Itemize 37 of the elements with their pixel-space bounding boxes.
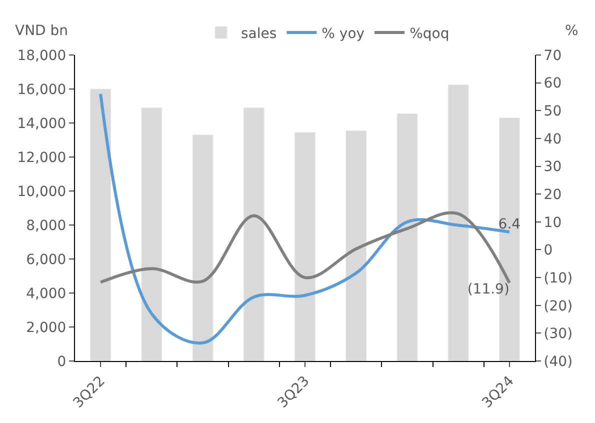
y2-tick-label: 70 xyxy=(544,48,562,64)
y2-tick-label: (10) xyxy=(544,270,573,286)
y-axis-title: VND bn xyxy=(15,23,68,39)
y-tick-label: 18,000 xyxy=(17,48,66,64)
bar xyxy=(294,132,316,361)
y-tick-label: 16,000 xyxy=(17,82,66,98)
y-tick-label: 4,000 xyxy=(26,286,66,302)
data-label: 6.4 xyxy=(498,216,521,232)
bar xyxy=(141,107,162,361)
y2-tick-label: 50 xyxy=(544,104,562,120)
y-tick-label: 10,000 xyxy=(17,184,66,200)
y-tick-label: 2,000 xyxy=(26,320,66,336)
y2-tick-label: 20 xyxy=(544,186,562,203)
bar xyxy=(346,130,367,361)
y2-tick-label: 40 xyxy=(544,131,562,148)
bar xyxy=(396,113,418,361)
legend-label: %qoq xyxy=(410,26,450,42)
bar xyxy=(243,107,264,361)
y-tick-label: 12,000 xyxy=(17,150,66,166)
y-tick-label: 6,000 xyxy=(26,252,66,268)
legend-label: % yoy xyxy=(322,26,365,42)
y2-tick-label: (40) xyxy=(544,354,573,370)
legend-label: sales xyxy=(241,26,277,42)
y2-tick-label: 0 xyxy=(544,242,553,259)
bar xyxy=(192,134,214,361)
y-tick-label: 8,000 xyxy=(26,218,66,234)
y2-tick-label: 30 xyxy=(544,159,562,176)
y-tick-label: 14,000 xyxy=(17,116,66,132)
bar xyxy=(90,88,112,361)
data-label: (11.9) xyxy=(467,281,510,298)
y2-tick-label: (30) xyxy=(544,326,573,342)
y2-tick-label: (20) xyxy=(544,298,573,314)
y-tick-label: 0 xyxy=(57,354,66,370)
y2-tick-label: 60 xyxy=(544,76,562,92)
bar xyxy=(448,84,469,361)
y2-axis-title: % xyxy=(565,23,578,39)
y2-tick-label: 10 xyxy=(544,214,562,231)
